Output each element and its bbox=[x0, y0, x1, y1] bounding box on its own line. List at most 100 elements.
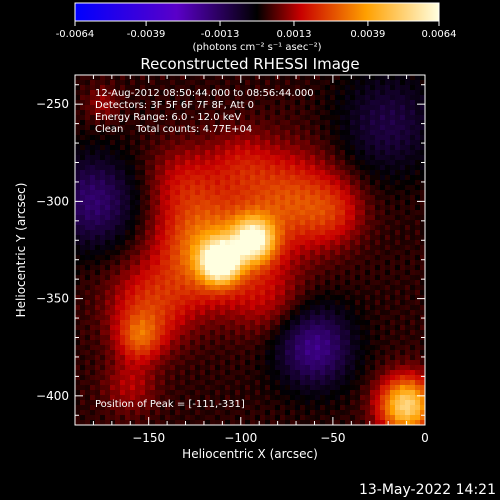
heatmap-cell bbox=[140, 120, 146, 126]
heatmap-cell bbox=[180, 325, 186, 331]
heatmap-cell bbox=[305, 90, 311, 96]
heatmap-cell bbox=[225, 340, 231, 346]
heatmap-cell bbox=[305, 115, 311, 121]
heatmap-cell bbox=[85, 335, 91, 341]
heatmap-cell bbox=[300, 365, 306, 371]
heatmap-cell bbox=[420, 385, 426, 391]
heatmap-cell bbox=[295, 170, 301, 176]
heatmap-cell bbox=[245, 280, 251, 286]
heatmap-cell bbox=[195, 385, 201, 391]
heatmap-cell bbox=[410, 225, 416, 231]
heatmap-cell bbox=[415, 155, 421, 161]
heatmap-cell bbox=[80, 255, 86, 261]
heatmap-cell bbox=[120, 250, 126, 256]
heatmap-cell bbox=[220, 390, 226, 396]
heatmap-cell bbox=[310, 135, 316, 141]
heatmap-cell bbox=[310, 345, 316, 351]
heatmap-cell bbox=[240, 180, 246, 186]
heatmap-cell bbox=[290, 115, 296, 121]
heatmap-cell bbox=[85, 95, 91, 101]
heatmap-cell bbox=[395, 400, 401, 406]
heatmap-cell bbox=[90, 100, 96, 106]
heatmap-cell bbox=[330, 190, 336, 196]
heatmap-cell bbox=[275, 275, 281, 281]
heatmap-cell bbox=[210, 165, 216, 171]
heatmap-cell bbox=[320, 355, 326, 361]
heatmap-cell bbox=[190, 310, 196, 316]
heatmap-cell bbox=[140, 190, 146, 196]
heatmap-cell bbox=[350, 240, 356, 246]
heatmap-cell bbox=[290, 75, 296, 81]
heatmap-cell bbox=[250, 265, 256, 271]
heatmap-cell bbox=[175, 265, 181, 271]
heatmap-cell bbox=[365, 335, 371, 341]
heatmap-cell bbox=[310, 365, 316, 371]
heatmap-cell bbox=[190, 220, 196, 226]
heatmap-cell bbox=[270, 395, 276, 401]
heatmap-cell bbox=[305, 155, 311, 161]
heatmap-cell bbox=[315, 360, 321, 366]
heatmap-cell bbox=[120, 285, 126, 291]
heatmap-cell bbox=[100, 135, 106, 141]
heatmap-cell bbox=[165, 190, 171, 196]
heatmap-cell bbox=[195, 105, 201, 111]
heatmap-cell bbox=[410, 290, 416, 296]
heatmap-cell bbox=[210, 95, 216, 101]
x-tick-label: −50 bbox=[320, 431, 345, 445]
heatmap-cell bbox=[205, 315, 211, 321]
heatmap-cell bbox=[270, 190, 276, 196]
heatmap-cell bbox=[300, 150, 306, 156]
heatmap-cell bbox=[370, 390, 376, 396]
heatmap-cell bbox=[405, 95, 411, 101]
heatmap-cell bbox=[250, 260, 256, 266]
heatmap-cell bbox=[340, 90, 346, 96]
heatmap-cell bbox=[420, 210, 426, 216]
heatmap-cell bbox=[255, 235, 261, 241]
heatmap-cell bbox=[105, 385, 111, 391]
heatmap-cell bbox=[150, 165, 156, 171]
heatmap-cell bbox=[205, 80, 211, 86]
heatmap-cell bbox=[250, 350, 256, 356]
heatmap-cell bbox=[105, 85, 111, 91]
heatmap-cell bbox=[195, 310, 201, 316]
heatmap-cell bbox=[235, 190, 241, 196]
heatmap-cell bbox=[305, 360, 311, 366]
heatmap-cell bbox=[415, 345, 421, 351]
heatmap-cell bbox=[310, 390, 316, 396]
heatmap-cell bbox=[190, 275, 196, 281]
heatmap-cell bbox=[130, 200, 136, 206]
heatmap-cell bbox=[390, 200, 396, 206]
heatmap-cell bbox=[245, 185, 251, 191]
heatmap-cell bbox=[330, 120, 336, 126]
heatmap-cell bbox=[205, 395, 211, 401]
heatmap-cell bbox=[345, 110, 351, 116]
heatmap-cell bbox=[335, 365, 341, 371]
heatmap-cell bbox=[150, 95, 156, 101]
heatmap-cell bbox=[110, 315, 116, 321]
heatmap-cell bbox=[170, 215, 176, 221]
heatmap-cell bbox=[310, 180, 316, 186]
heatmap-cell bbox=[105, 415, 111, 421]
heatmap-cell bbox=[165, 360, 171, 366]
heatmap-cell bbox=[85, 135, 91, 141]
heatmap-cell bbox=[335, 80, 341, 86]
heatmap-cell bbox=[315, 285, 321, 291]
heatmap-cell bbox=[125, 175, 131, 181]
heatmap-cell bbox=[170, 255, 176, 261]
heatmap-cell bbox=[190, 225, 196, 231]
heatmap-cell bbox=[105, 115, 111, 121]
heatmap-cell bbox=[190, 350, 196, 356]
heatmap-cell bbox=[150, 255, 156, 261]
heatmap-cell bbox=[160, 110, 166, 116]
heatmap-cell bbox=[270, 390, 276, 396]
heatmap-cell bbox=[90, 225, 96, 231]
heatmap-cell bbox=[220, 310, 226, 316]
heatmap-cell bbox=[300, 180, 306, 186]
heatmap-cell bbox=[105, 305, 111, 311]
heatmap-cell bbox=[85, 380, 91, 386]
heatmap-cell bbox=[340, 200, 346, 206]
heatmap-cell bbox=[110, 280, 116, 286]
heatmap-cell bbox=[270, 400, 276, 406]
heatmap-cell bbox=[305, 310, 311, 316]
heatmap-cell bbox=[255, 145, 261, 151]
